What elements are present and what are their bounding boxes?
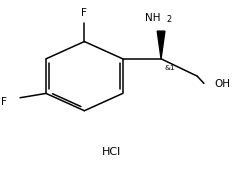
Text: NH: NH xyxy=(145,13,161,23)
Text: F: F xyxy=(1,97,7,107)
Text: &1: &1 xyxy=(164,65,175,71)
Text: 2: 2 xyxy=(167,15,172,24)
Text: F: F xyxy=(82,8,87,18)
Text: HCl: HCl xyxy=(102,147,121,157)
Polygon shape xyxy=(157,31,165,59)
Text: OH: OH xyxy=(214,79,230,89)
